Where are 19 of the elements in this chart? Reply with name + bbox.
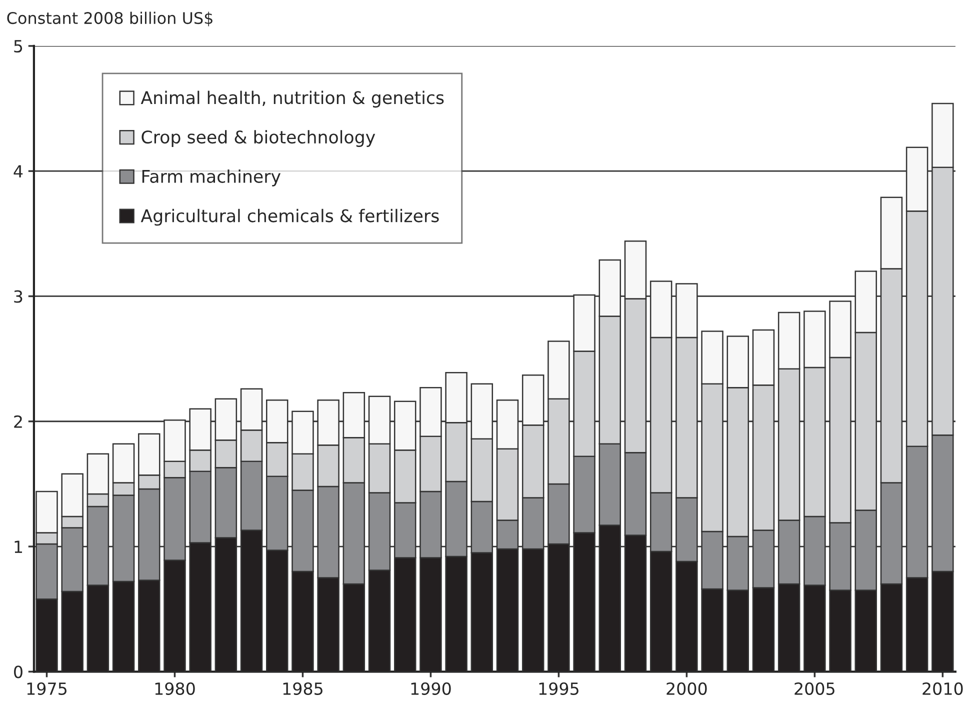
- legend-label: Agricultural chemicals & fertilizers: [140, 208, 439, 226]
- y-tick-label: 3: [14, 290, 22, 303]
- x-tick-label: 2010: [922, 682, 963, 695]
- legend-label: Crop seed & biotechnology: [142, 130, 376, 147]
- x-tick-label: 2000: [666, 682, 707, 695]
- x-tick-label: 1995: [539, 682, 578, 695]
- x-tick-label: 1980: [155, 682, 195, 695]
- legend-label: Animal health, nutrition & genetics: [140, 90, 444, 108]
- y-tick-label: 2: [14, 415, 22, 428]
- x-tick-label: 1975: [27, 682, 66, 695]
- y-axis-title: Constant 2008 billion US$: [7, 12, 212, 26]
- y-tick-label: 5: [14, 40, 22, 53]
- legend-label: Farm machinery: [142, 170, 281, 186]
- x-tick-label: 1985: [283, 682, 322, 695]
- x-tick-label: 1990: [411, 682, 451, 695]
- y-tick-label: 1: [14, 540, 22, 553]
- y-tick-label: 4: [14, 165, 23, 178]
- y-tick-label: 0: [14, 666, 22, 678]
- x-tick-label: 2005: [794, 682, 834, 695]
